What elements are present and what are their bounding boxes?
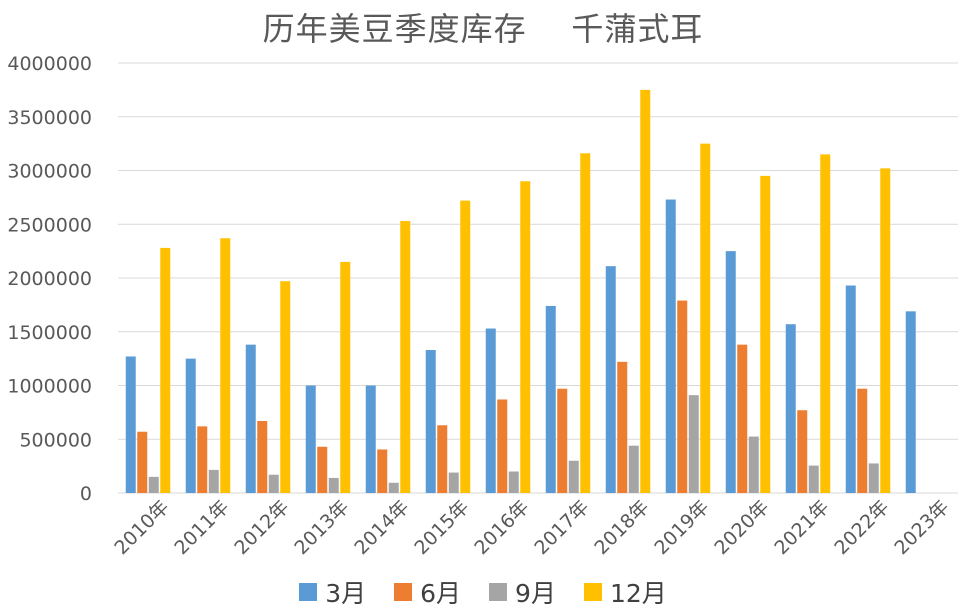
bar-12月 [520,181,531,493]
legend-item: 6月 [394,574,461,610]
x-tick-label: 2019年 [650,496,713,559]
bar-3月 [725,251,736,493]
bar-9月 [868,463,879,493]
bar-12月 [580,153,591,494]
x-tick-label: 2010年 [110,496,173,559]
legend-label: 3月 [325,579,367,608]
bar-6月 [137,431,148,493]
x-tick-label: 2017年 [530,496,593,559]
legend-item: 12月 [583,574,667,610]
legend-item: 9月 [489,574,556,610]
y-tick-label: 2000000 [7,268,92,290]
bar-9月 [268,474,279,493]
bar-6月 [677,300,688,493]
bar-3月 [485,328,496,493]
bar-9月 [808,465,819,493]
y-tick-label: 1000000 [7,376,92,398]
bar-6月 [197,426,208,493]
bar-6月 [737,344,748,493]
bar-6月 [317,446,328,493]
bar-3月 [905,311,916,493]
bar-9月 [328,477,339,493]
bar-6月 [257,420,268,493]
x-tick-label: 2021年 [770,496,833,559]
bar-9月 [448,472,459,493]
legend-swatch [583,583,602,601]
x-tick-label: 2015年 [410,496,473,559]
legend-swatch [489,583,508,601]
bar-6月 [557,388,568,493]
x-tick-label: 2011年 [170,496,233,559]
bar-12月 [760,175,771,493]
y-tick-label: 4000000 [7,53,92,75]
bar-12月 [700,143,711,493]
legend-label: 6月 [420,579,462,608]
y-tick-label: 2500000 [7,214,92,236]
bar-9月 [508,471,519,493]
bar-12月 [460,200,471,493]
chart-title: 历年美豆季度库存 千蒲式耳 [262,10,704,48]
bar-9月 [208,469,219,493]
bar-3月 [605,266,616,493]
bar-12月 [280,281,291,493]
bar-3月 [425,350,436,493]
bar-3月 [365,385,376,493]
x-tick-label: 2018年 [590,496,653,559]
x-tick-label: 2020年 [710,496,773,559]
bar-3月 [665,199,676,493]
x-tick-label: 2013年 [290,496,353,559]
bar-9月 [748,436,759,493]
x-tick-label: 2012年 [230,496,293,559]
x-tick-label: 2014年 [350,496,413,559]
bars [125,89,916,494]
x-tick-label: 2016年 [470,496,533,559]
bar-9月 [388,482,399,493]
bar-12月 [880,168,891,493]
bar-6月 [437,425,448,493]
bar-9月 [148,476,159,493]
bar-6月 [617,361,628,493]
bar-3月 [125,356,136,493]
legend-swatch [394,583,413,601]
x-tick-label: 2023年 [890,496,953,559]
y-tick-label: 0 [80,483,92,505]
bar-12月 [160,247,171,493]
y-axis-tick-labels: 0 500000 1000000 1500000 2000000 2500000 30000… [7,53,92,505]
bar-12月 [640,89,651,493]
y-tick-label: 3000000 [7,161,92,183]
legend-item: 3月 [299,574,366,610]
bar-12月 [400,221,411,493]
legend: 3月 6月 9月 12月 [0,574,966,610]
x-tick-label: 2022年 [830,496,893,559]
y-tick-label: 500000 [19,429,92,451]
bar-3月 [845,285,856,493]
bar-9月 [628,445,639,493]
bar-3月 [245,344,256,493]
bar-6月 [497,399,508,493]
bar-9月 [568,460,579,493]
legend-label: 12月 [609,579,667,608]
y-tick-label: 1500000 [7,322,92,344]
bar-3月 [545,305,556,493]
gridlines [118,62,958,494]
bar-12月 [340,261,351,493]
bar-9月 [688,395,699,493]
bar-6月 [857,388,868,493]
legend-label: 9月 [515,579,556,608]
legend-swatch [299,583,318,601]
bar-12月 [220,238,231,493]
bar-3月 [305,385,316,493]
bar-3月 [185,358,196,493]
bar-12月 [820,154,831,493]
bar-3月 [785,324,796,493]
bar-6月 [377,449,388,493]
bar-6月 [797,410,808,493]
y-tick-label: 3500000 [7,107,92,129]
x-axis-tick-labels: 2010年2011年2012年2013年2014年2015年2016年2017年… [110,496,953,559]
